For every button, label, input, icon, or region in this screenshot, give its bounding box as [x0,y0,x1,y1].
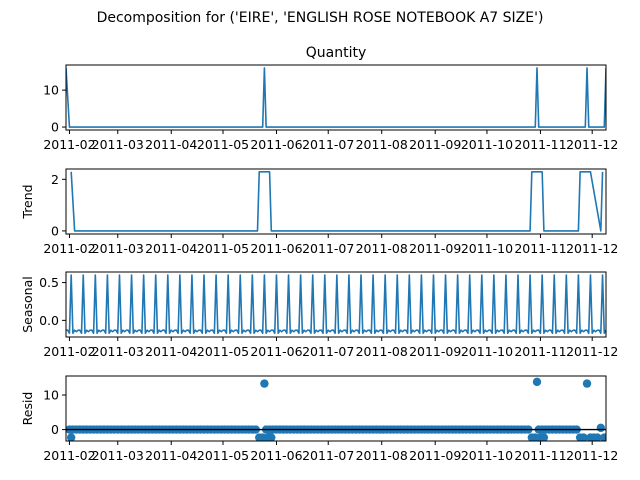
quantity-xtick-label: 2011-06 [250,137,302,152]
trend-xtick-label: 2011-10 [461,241,513,256]
quantity-xtick-label: 2011-08 [356,137,408,152]
trend-ytick-label: 0 [51,223,59,238]
trend-xtick-label: 2011-12 [566,241,618,256]
seasonal-ylabel: Seasonal [20,276,35,333]
resid-xtick-label: 2011-10 [461,448,513,463]
quantity-xtick-label: 2011-07 [302,137,354,152]
trend-ylabel: Trend [20,184,35,219]
seasonal-ytick-label: 0.5 [39,275,59,290]
resid-point [532,377,542,387]
resid-xtick-label: 2011-07 [302,448,354,463]
resid-xtick-label: 2011-09 [409,448,461,463]
seasonal-xtick-label: 2011-07 [302,344,354,359]
seasonal-series-line [66,274,606,335]
resid-xtick-label: 2011-12 [566,448,618,463]
trend-xtick-label: 2011-04 [145,241,197,256]
seasonal-xtick-label: 2011-09 [409,344,461,359]
seasonal-axes-frame [65,271,607,338]
resid-ytick-label: 0 [51,422,59,437]
seasonal-xtick-label: 2011-12 [566,344,618,359]
quantity-xtick-label: 2011-04 [145,137,197,152]
seasonal-xtick-label: 2011-11 [514,344,566,359]
resid-point [579,433,588,441]
quantity-xtick-label: 2011-11 [514,137,566,152]
resid-xtick-label: 2011-11 [514,448,566,463]
seasonal-xtick-label: 2011-02 [43,344,95,359]
resid-xtick-label: 2011-08 [356,448,408,463]
trend-xtick-label: 2011-08 [356,241,408,256]
seasonal-xtick-label: 2011-03 [92,344,144,359]
trend-xtick-label: 2011-02 [43,241,95,256]
trend-xtick-label: 2011-03 [92,241,144,256]
quantity-xtick-label: 2011-09 [409,137,461,152]
seasonal-xtick-label: 2011-06 [250,344,302,359]
quantity-title: Quantity [306,45,367,61]
quantity-xtick-label: 2011-05 [197,137,249,152]
resid-point [267,433,276,441]
trend-xtick-label: 2011-05 [197,241,249,256]
resid-xtick-label: 2011-02 [43,448,95,463]
seasonal-xtick-label: 2011-05 [197,344,249,359]
seasonal-xtick-label: 2011-04 [145,344,197,359]
trend-plot-area [70,171,604,232]
seasonal-xtick-label: 2011-08 [356,344,408,359]
trend-xtick-label: 2011-06 [250,241,302,256]
resid-plot-area [66,377,606,441]
quantity-xtick-label: 2011-10 [461,137,513,152]
quantity-axes-frame [65,64,607,131]
resid-xtick-label: 2011-03 [92,448,144,463]
resid-axes-frame [65,375,607,442]
quantity-xtick-label: 2011-12 [566,137,618,152]
resid-point [66,433,76,441]
trend-xtick-label: 2011-07 [302,241,354,256]
quantity-xtick-label: 2011-02 [43,137,95,152]
trend-xtick-label: 2011-11 [514,241,566,256]
trend-axes-frame [65,168,607,235]
trend-series-line [70,171,604,232]
resid-xtick-label: 2011-05 [197,448,249,463]
quantity-ytick-label: 10 [43,83,59,98]
quantity-series-line [66,67,606,128]
seasonal-xtick-label: 2011-10 [461,344,513,359]
quantity-ytick-label: 0 [51,120,59,135]
seasonal-plot-area [66,274,606,335]
trend-xtick-label: 2011-09 [409,241,461,256]
resid-point [600,433,606,441]
quantity-plot-area [66,67,606,128]
seasonal-ytick-label: 0.0 [39,313,59,328]
resid-point [593,433,602,441]
figure-suptitle: Decomposition for ('EIRE', 'ENGLISH ROSE… [97,10,544,26]
resid-ytick-label: 10 [43,388,59,403]
resid-point [539,433,549,441]
resid-point [596,423,606,433]
resid-ylabel: Resid [20,392,35,426]
trend-ytick-label: 2 [51,172,59,187]
resid-xtick-label: 2011-04 [145,448,197,463]
quantity-xtick-label: 2011-03 [92,137,144,152]
resid-point [260,379,269,388]
resid-point [582,379,592,388]
resid-xtick-label: 2011-06 [250,448,302,463]
